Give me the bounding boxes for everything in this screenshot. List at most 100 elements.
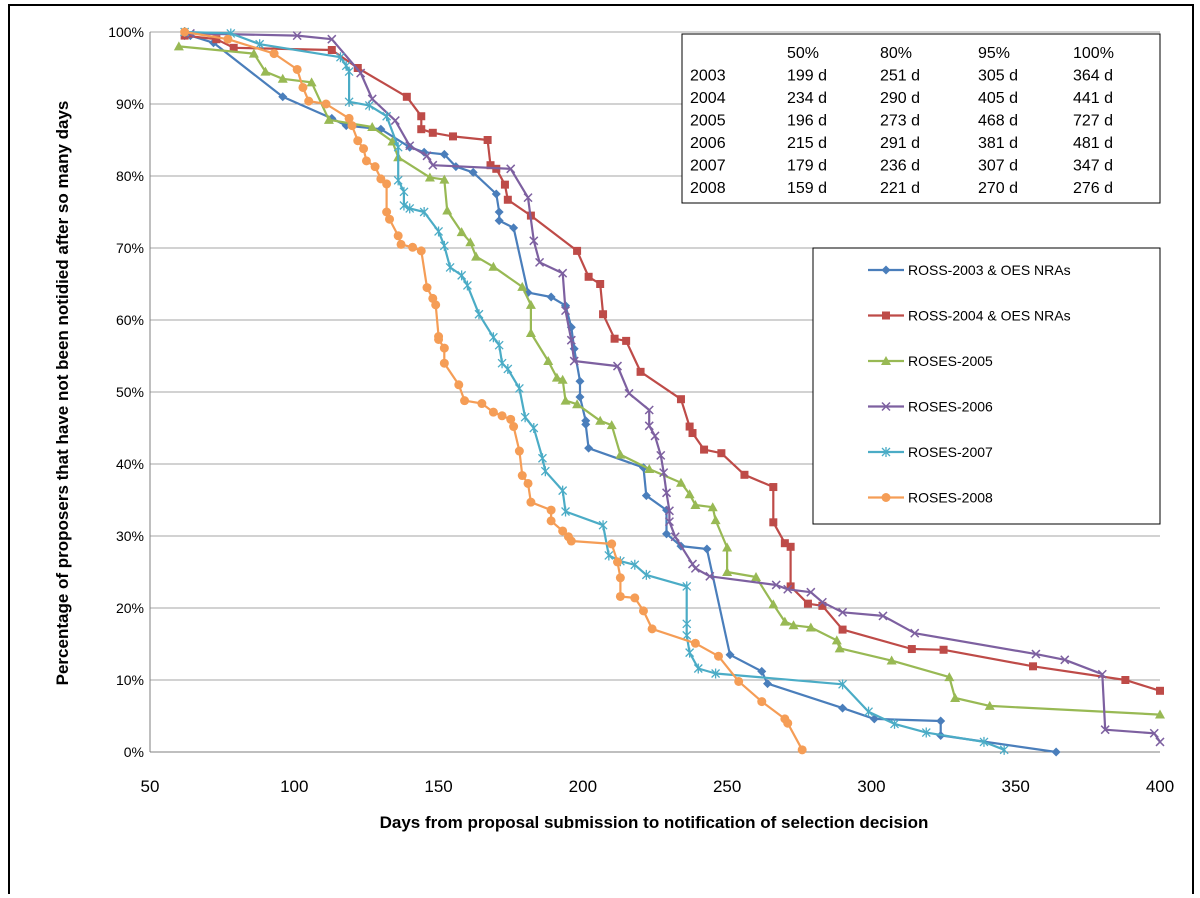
data-point — [540, 466, 550, 477]
data-point — [722, 567, 733, 576]
data-point — [557, 374, 568, 384]
data-point — [525, 327, 536, 337]
y-tick-label: 30% — [116, 528, 144, 544]
data-point — [690, 638, 700, 648]
table-cell: 276 d — [1073, 180, 1113, 197]
data-point — [705, 571, 715, 581]
data-point — [434, 334, 444, 344]
data-point — [442, 205, 453, 215]
data-point — [526, 497, 536, 507]
data-point — [682, 581, 692, 592]
table-cell: 364 d — [1073, 68, 1113, 85]
data-point — [907, 645, 916, 654]
data-point — [439, 174, 450, 184]
data-point — [581, 419, 591, 429]
data-point — [278, 92, 288, 102]
data-point — [405, 203, 415, 214]
data-point — [717, 449, 726, 458]
table-cell: 347 d — [1073, 158, 1113, 175]
data-point — [644, 464, 655, 474]
data-point — [751, 572, 761, 582]
data-point — [682, 630, 692, 641]
legend-label: ROSES-2006 — [908, 399, 993, 415]
data-point — [173, 41, 184, 51]
legend-label: ROSES-2007 — [908, 444, 993, 460]
table-cell: 221 d — [880, 180, 920, 197]
data-point — [393, 175, 403, 186]
data-point — [477, 399, 487, 409]
data-point — [797, 745, 807, 755]
data-point — [1149, 728, 1159, 738]
data-point — [882, 311, 890, 320]
data-point — [292, 64, 302, 74]
table-cell: 199 d — [787, 68, 827, 85]
x-tick-label: 100 — [280, 777, 308, 796]
x-tick-label: 400 — [1146, 777, 1174, 796]
data-point — [575, 376, 585, 386]
data-point — [656, 450, 666, 460]
data-point — [327, 34, 337, 44]
data-point — [664, 506, 674, 516]
data-point — [212, 35, 221, 44]
table-cell: 2004 — [690, 90, 726, 107]
table-cell: 405 d — [978, 90, 1018, 107]
data-point — [385, 214, 395, 224]
legend-entry: ROSES-2008 — [868, 490, 993, 506]
data-point — [229, 43, 238, 52]
data-point — [356, 68, 366, 78]
data-point — [509, 223, 519, 233]
data-point — [1155, 709, 1165, 719]
data-point — [500, 180, 509, 189]
data-point — [335, 52, 345, 63]
data-point — [465, 237, 476, 247]
data-point — [298, 82, 308, 92]
data-point — [1051, 747, 1061, 757]
data-point — [783, 718, 793, 728]
table-cell: 441 d — [1073, 90, 1113, 107]
data-point — [950, 693, 961, 702]
data-point — [881, 401, 891, 412]
data-point — [353, 136, 363, 146]
data-point — [700, 445, 709, 454]
y-tick-label: 50% — [116, 384, 144, 400]
data-point — [449, 132, 457, 141]
data-point — [399, 200, 409, 211]
data-point — [506, 164, 516, 174]
data-point — [596, 280, 605, 288]
series-group — [173, 27, 1165, 757]
data-point — [382, 111, 392, 122]
table-cell: 234 d — [787, 90, 827, 107]
data-point — [569, 356, 579, 366]
data-point — [584, 272, 593, 281]
x-tick-label: 50 — [141, 777, 160, 796]
data-point — [402, 92, 411, 101]
data-point — [399, 186, 409, 197]
data-point — [439, 343, 449, 353]
data-point — [514, 446, 524, 456]
data-point — [1121, 676, 1130, 684]
data-point — [607, 539, 617, 549]
data-point — [434, 226, 444, 237]
data-point — [428, 128, 437, 137]
data-point — [818, 601, 827, 610]
summary-table: 50% 80% 95% 100% 2003 199 d 251 d 305 d 364 d 200… — [681, 33, 1161, 204]
data-point — [488, 407, 498, 417]
data-point — [304, 96, 314, 106]
table-cell: 270 d — [978, 180, 1018, 197]
legend: ROSS-2003 & OES NRAs ROSS-2004 & OES NRAs… — [812, 247, 1161, 525]
data-point — [610, 334, 619, 343]
data-point — [396, 239, 406, 249]
data-point — [517, 281, 528, 291]
data-point — [624, 388, 634, 398]
data-point — [757, 697, 767, 707]
data-point — [503, 363, 513, 374]
data-point — [769, 483, 778, 492]
table-cell: 291 d — [880, 135, 920, 152]
data-point — [419, 207, 429, 217]
data-point — [370, 162, 380, 172]
data-point — [693, 663, 703, 674]
data-point — [306, 77, 317, 87]
data-point — [878, 611, 888, 621]
data-point — [644, 421, 654, 431]
